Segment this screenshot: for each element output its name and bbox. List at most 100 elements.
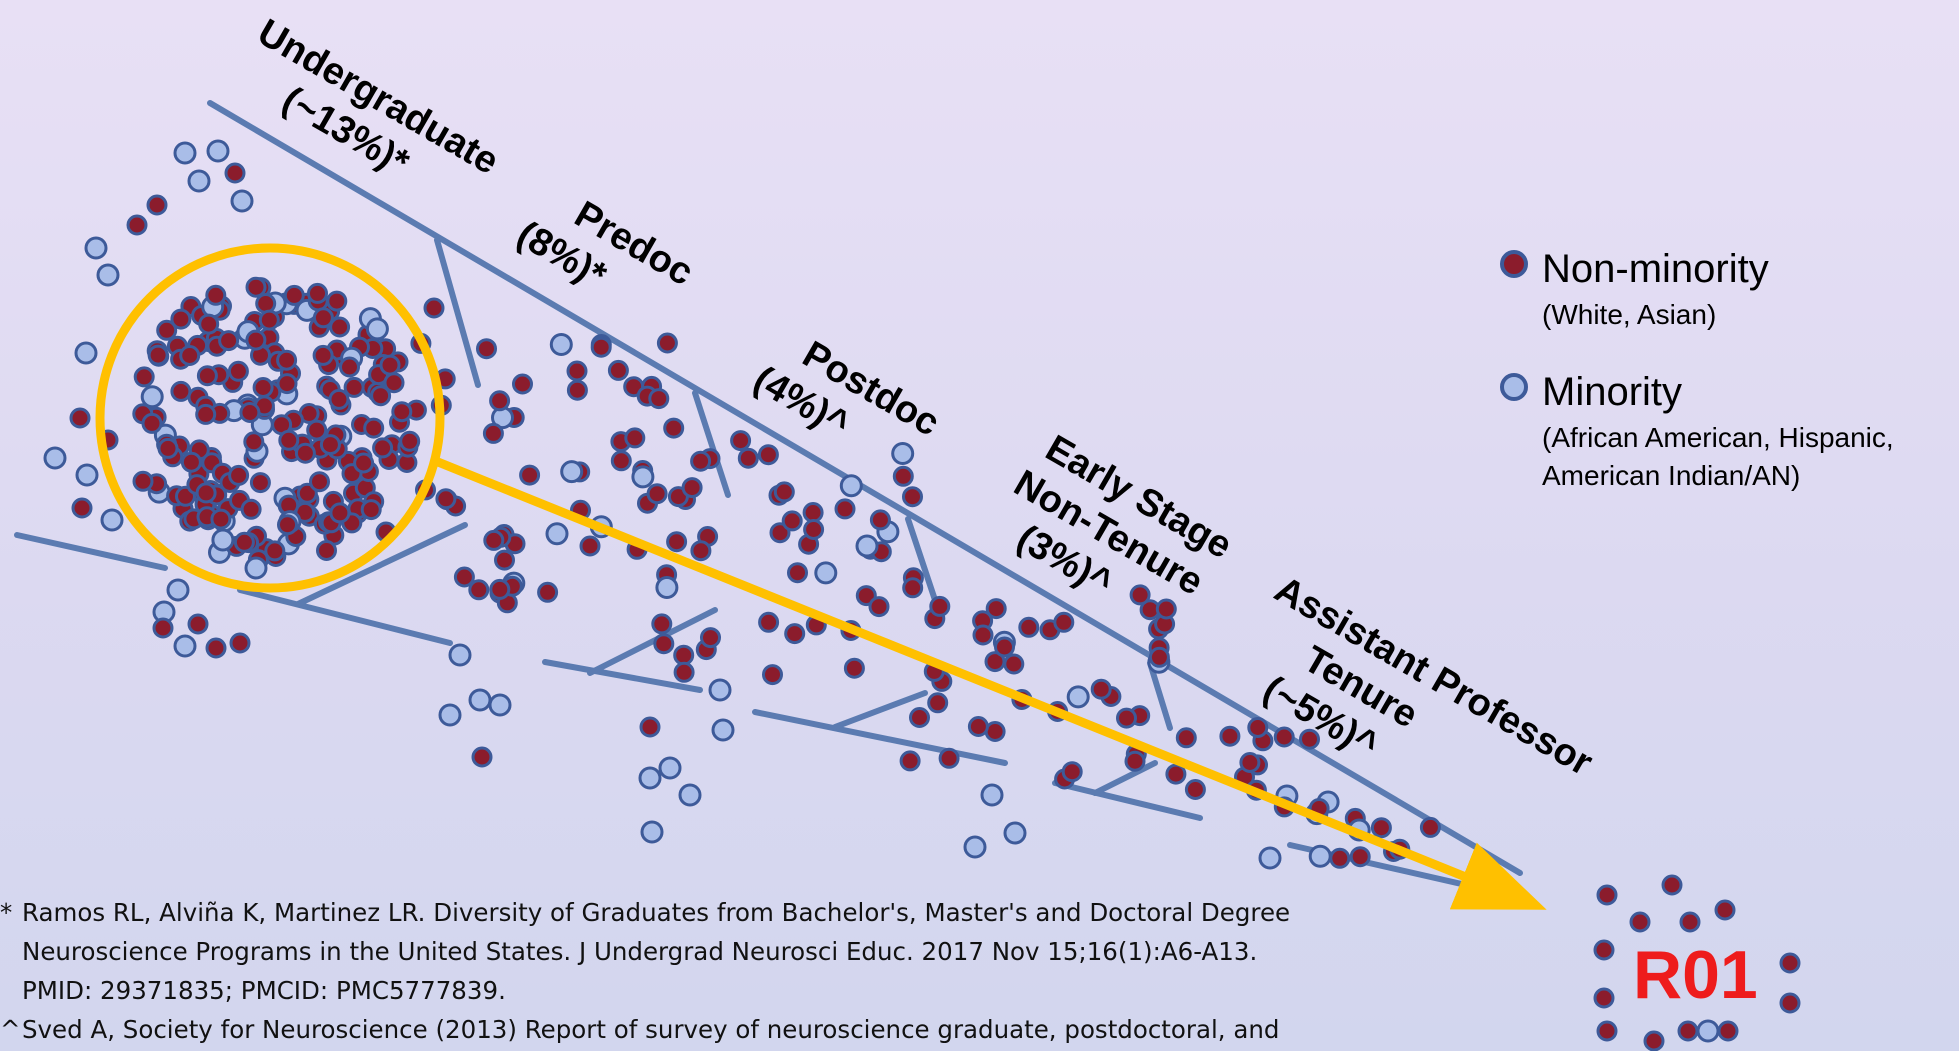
minority-dot [1308, 844, 1332, 868]
non-minority-dot [1419, 816, 1441, 838]
non-minority-dot [1219, 725, 1241, 747]
non-minority-dot [218, 330, 240, 352]
non-minority-dot [196, 365, 218, 387]
non-minority-dot [519, 464, 541, 486]
non-minority-dot [141, 412, 163, 434]
legend-sub-minority-line1: (African American, Hispanic, [1542, 422, 1894, 453]
pipe-top-wall [207, 100, 1523, 876]
non-minority-dot [869, 509, 891, 531]
non-minority-dot [624, 427, 646, 449]
non-minority-dot [579, 535, 601, 557]
non-minority-dot [245, 276, 267, 298]
non-minority-dot [228, 464, 250, 486]
non-minority-dot [985, 598, 1007, 620]
non-minority-dot [1596, 1020, 1618, 1042]
non-minority-dot [656, 332, 678, 354]
non-minority-dot [512, 373, 533, 395]
non-minority-dot [773, 481, 795, 503]
non-minority-dot [984, 651, 1006, 673]
non-minority-dot [152, 617, 174, 639]
non-minority-dot [309, 471, 330, 493]
non-minority-dot [566, 379, 588, 401]
non-minority-dot [339, 356, 360, 378]
non-minority-dot [329, 316, 351, 338]
non-minority-dot [205, 284, 227, 306]
population-dots [43, 139, 1801, 1051]
non-minority-dot [1184, 779, 1206, 800]
non-minority-dot [69, 407, 91, 429]
non-minority-dot [1018, 616, 1040, 638]
non-minority-dot [195, 482, 217, 504]
non-minority-dot [663, 417, 685, 439]
non-minority-dot [802, 502, 824, 523]
minority-dot [980, 783, 1004, 807]
non-minority-dot [690, 540, 712, 562]
non-minority-dot [170, 380, 192, 402]
reference-line: PMID: 29371835; PMCID: PMC5777839. [22, 976, 506, 1005]
non-minority-dot [1129, 584, 1151, 606]
non-minority-dot [902, 577, 924, 599]
leak-bottom-1 [295, 522, 468, 607]
non-minority-dot [607, 359, 629, 381]
non-minority-dot [71, 497, 93, 519]
minority-dot [96, 263, 120, 287]
non-minority-dot [781, 510, 803, 532]
non-minority-dot [1329, 847, 1351, 869]
non-minority-dot [170, 308, 192, 330]
non-minority-dot [276, 373, 298, 395]
non-minority-dot [147, 344, 169, 366]
non-minority-dot [312, 307, 334, 329]
non-minority-dot [252, 377, 274, 398]
minority-dot [1003, 821, 1027, 845]
non-minority-dot [227, 360, 249, 382]
minority-dot [166, 578, 190, 602]
minority-dot [448, 643, 472, 667]
non-minority-dot [372, 437, 394, 459]
non-minority-dot [769, 522, 791, 544]
minority-dot [655, 576, 679, 599]
non-minority-dot [179, 345, 201, 366]
non-minority-dot [1593, 939, 1615, 961]
leak-top-1 [434, 237, 481, 388]
non-minority-dot [233, 531, 255, 553]
non-minority-dot [1679, 911, 1701, 933]
non-minority-dot [1643, 1030, 1665, 1051]
non-minority-dot [146, 194, 168, 216]
non-minority-dot [243, 431, 265, 453]
non-minority-dot [784, 623, 806, 645]
non-minority-dot [224, 162, 246, 184]
non-minority-dot [1148, 646, 1170, 668]
pipe-bottom-wall-3 [542, 659, 703, 693]
non-minority-dot [276, 349, 298, 371]
non-minority-dot [205, 637, 227, 659]
non-minority-dot [370, 385, 392, 407]
non-minority-dot [929, 595, 951, 617]
minority-dot [75, 463, 99, 487]
non-minority-dot [1717, 1020, 1739, 1042]
reference-line: Sved A, Society for Neuroscience (2013) … [22, 1015, 1280, 1044]
minority-dot [1696, 1019, 1720, 1043]
r01-label: R01 [1633, 937, 1758, 1013]
minority-dot [658, 756, 682, 780]
non-minority-dot [1779, 992, 1801, 1014]
minority-dot [365, 317, 389, 341]
non-minority-dot [994, 636, 1015, 658]
non-minority-dot [737, 447, 759, 469]
references: * Ramos RL, Alviña K, Martinez LR. Diver… [0, 893, 1440, 1049]
minority-dot [891, 442, 915, 465]
non-minority-dot [700, 627, 721, 649]
non-minority-dot [762, 664, 783, 686]
non-minority-dot [329, 502, 351, 524]
non-minority-dot [133, 366, 155, 388]
non-minority-dot [681, 477, 703, 499]
non-minority-dot [283, 284, 305, 306]
minority-dot [140, 385, 164, 409]
non-minority-dot [326, 290, 348, 312]
minority-dot [244, 556, 268, 580]
non-minority-dot [277, 514, 298, 536]
minority-dot [173, 141, 197, 165]
leak-top-2 [692, 390, 731, 498]
non-minority-dot [399, 430, 421, 452]
non-minority-dot [312, 344, 334, 366]
